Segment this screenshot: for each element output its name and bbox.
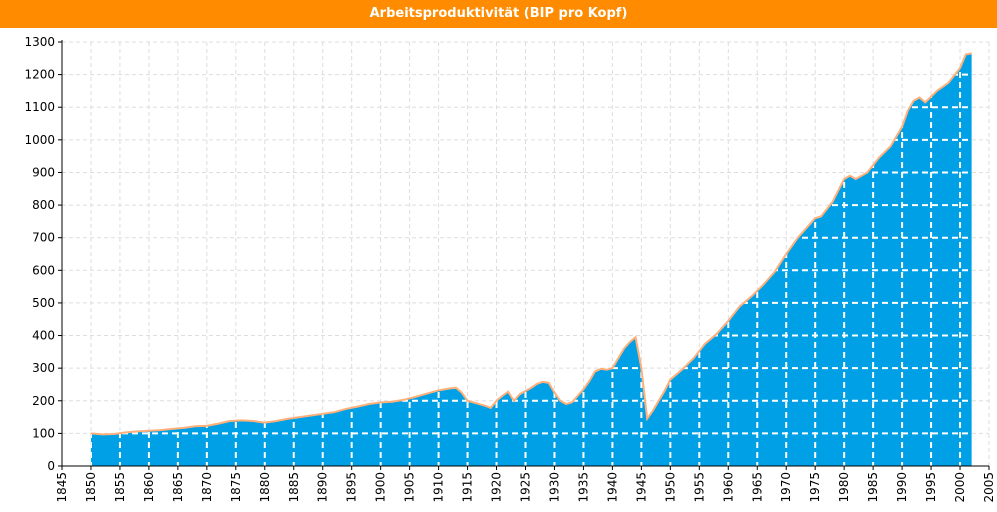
x-tick-label-1975: 1975: [808, 472, 822, 503]
x-tick-label-1950: 1950: [663, 472, 677, 503]
x-tick-label-1870: 1870: [200, 472, 214, 503]
x-tick-label-1850: 1850: [84, 472, 98, 503]
y-tick-labels: 0 100 200 300 400 500 600 700 800 900 1000 1100 1200…: [24, 35, 55, 473]
y-tick-label-400: 400: [32, 329, 55, 343]
x-tick-label-1860: 1860: [142, 472, 156, 503]
series-line: [90, 52, 972, 436]
x-tick-label-1920: 1920: [490, 472, 504, 503]
x-tick-label-1995: 1995: [924, 472, 938, 503]
y-tick-label-0: 0: [47, 459, 55, 473]
x-tick-label-1985: 1985: [866, 472, 880, 503]
x-tick-label-1915: 1915: [461, 472, 475, 503]
axes-layer: [58, 40, 990, 470]
y-tick-label-1100: 1100: [24, 100, 55, 114]
x-tick-label-1990: 1990: [895, 472, 909, 503]
plot-line-layer: [90, 52, 972, 436]
y-tick-label-900: 900: [32, 165, 55, 179]
x-tick-label-1945: 1945: [634, 472, 648, 503]
x-tick-label-1845: 1845: [55, 472, 69, 503]
x-tick-label-1890: 1890: [316, 472, 330, 503]
chart-title: Arbeitsproduktivität (BIP pro Kopf): [0, 0, 997, 28]
y-tick-label-100: 100: [32, 426, 55, 440]
x-tick-label-1970: 1970: [779, 472, 793, 503]
x-tick-label-1980: 1980: [837, 472, 851, 503]
y-tick-label-200: 200: [32, 394, 55, 408]
series-area: [90, 53, 972, 467]
y-tick-label-1200: 1200: [24, 68, 55, 82]
x-tick-label-2000: 2000: [953, 472, 967, 503]
y-tick-label-300: 300: [32, 361, 55, 375]
x-tick-label-1910: 1910: [432, 472, 446, 503]
x-tick-label-1965: 1965: [750, 472, 764, 503]
y-tick-label-700: 700: [32, 231, 55, 245]
x-tick-label-1955: 1955: [692, 472, 706, 503]
x-tick-labels: 1845 1850 1855 1860 1865 1870 1875 1880 1885 1890…: [55, 472, 996, 503]
x-tick-label-1925: 1925: [519, 472, 533, 503]
x-tick-label-1930: 1930: [547, 472, 561, 503]
y-tick-label-500: 500: [32, 296, 55, 310]
x-tick-label-2005: 2005: [982, 472, 996, 503]
x-tick-label-1960: 1960: [721, 472, 735, 503]
x-tick-label-1865: 1865: [171, 472, 185, 503]
x-tick-label-1900: 1900: [374, 472, 388, 503]
x-tick-label-1905: 1905: [403, 472, 417, 503]
y-tick-label-600: 600: [32, 263, 55, 277]
x-tick-label-1935: 1935: [576, 472, 590, 503]
y-tick-label-1000: 1000: [24, 133, 55, 147]
x-tick-label-1885: 1885: [287, 472, 301, 503]
y-tick-label-1300: 1300: [24, 35, 55, 49]
y-tick-label-800: 800: [32, 198, 55, 212]
x-tick-label-1895: 1895: [345, 472, 359, 503]
x-tick-label-1875: 1875: [229, 472, 243, 503]
x-tick-label-1855: 1855: [113, 472, 127, 503]
x-tick-label-1940: 1940: [605, 472, 619, 503]
x-tick-label-1880: 1880: [258, 472, 272, 503]
